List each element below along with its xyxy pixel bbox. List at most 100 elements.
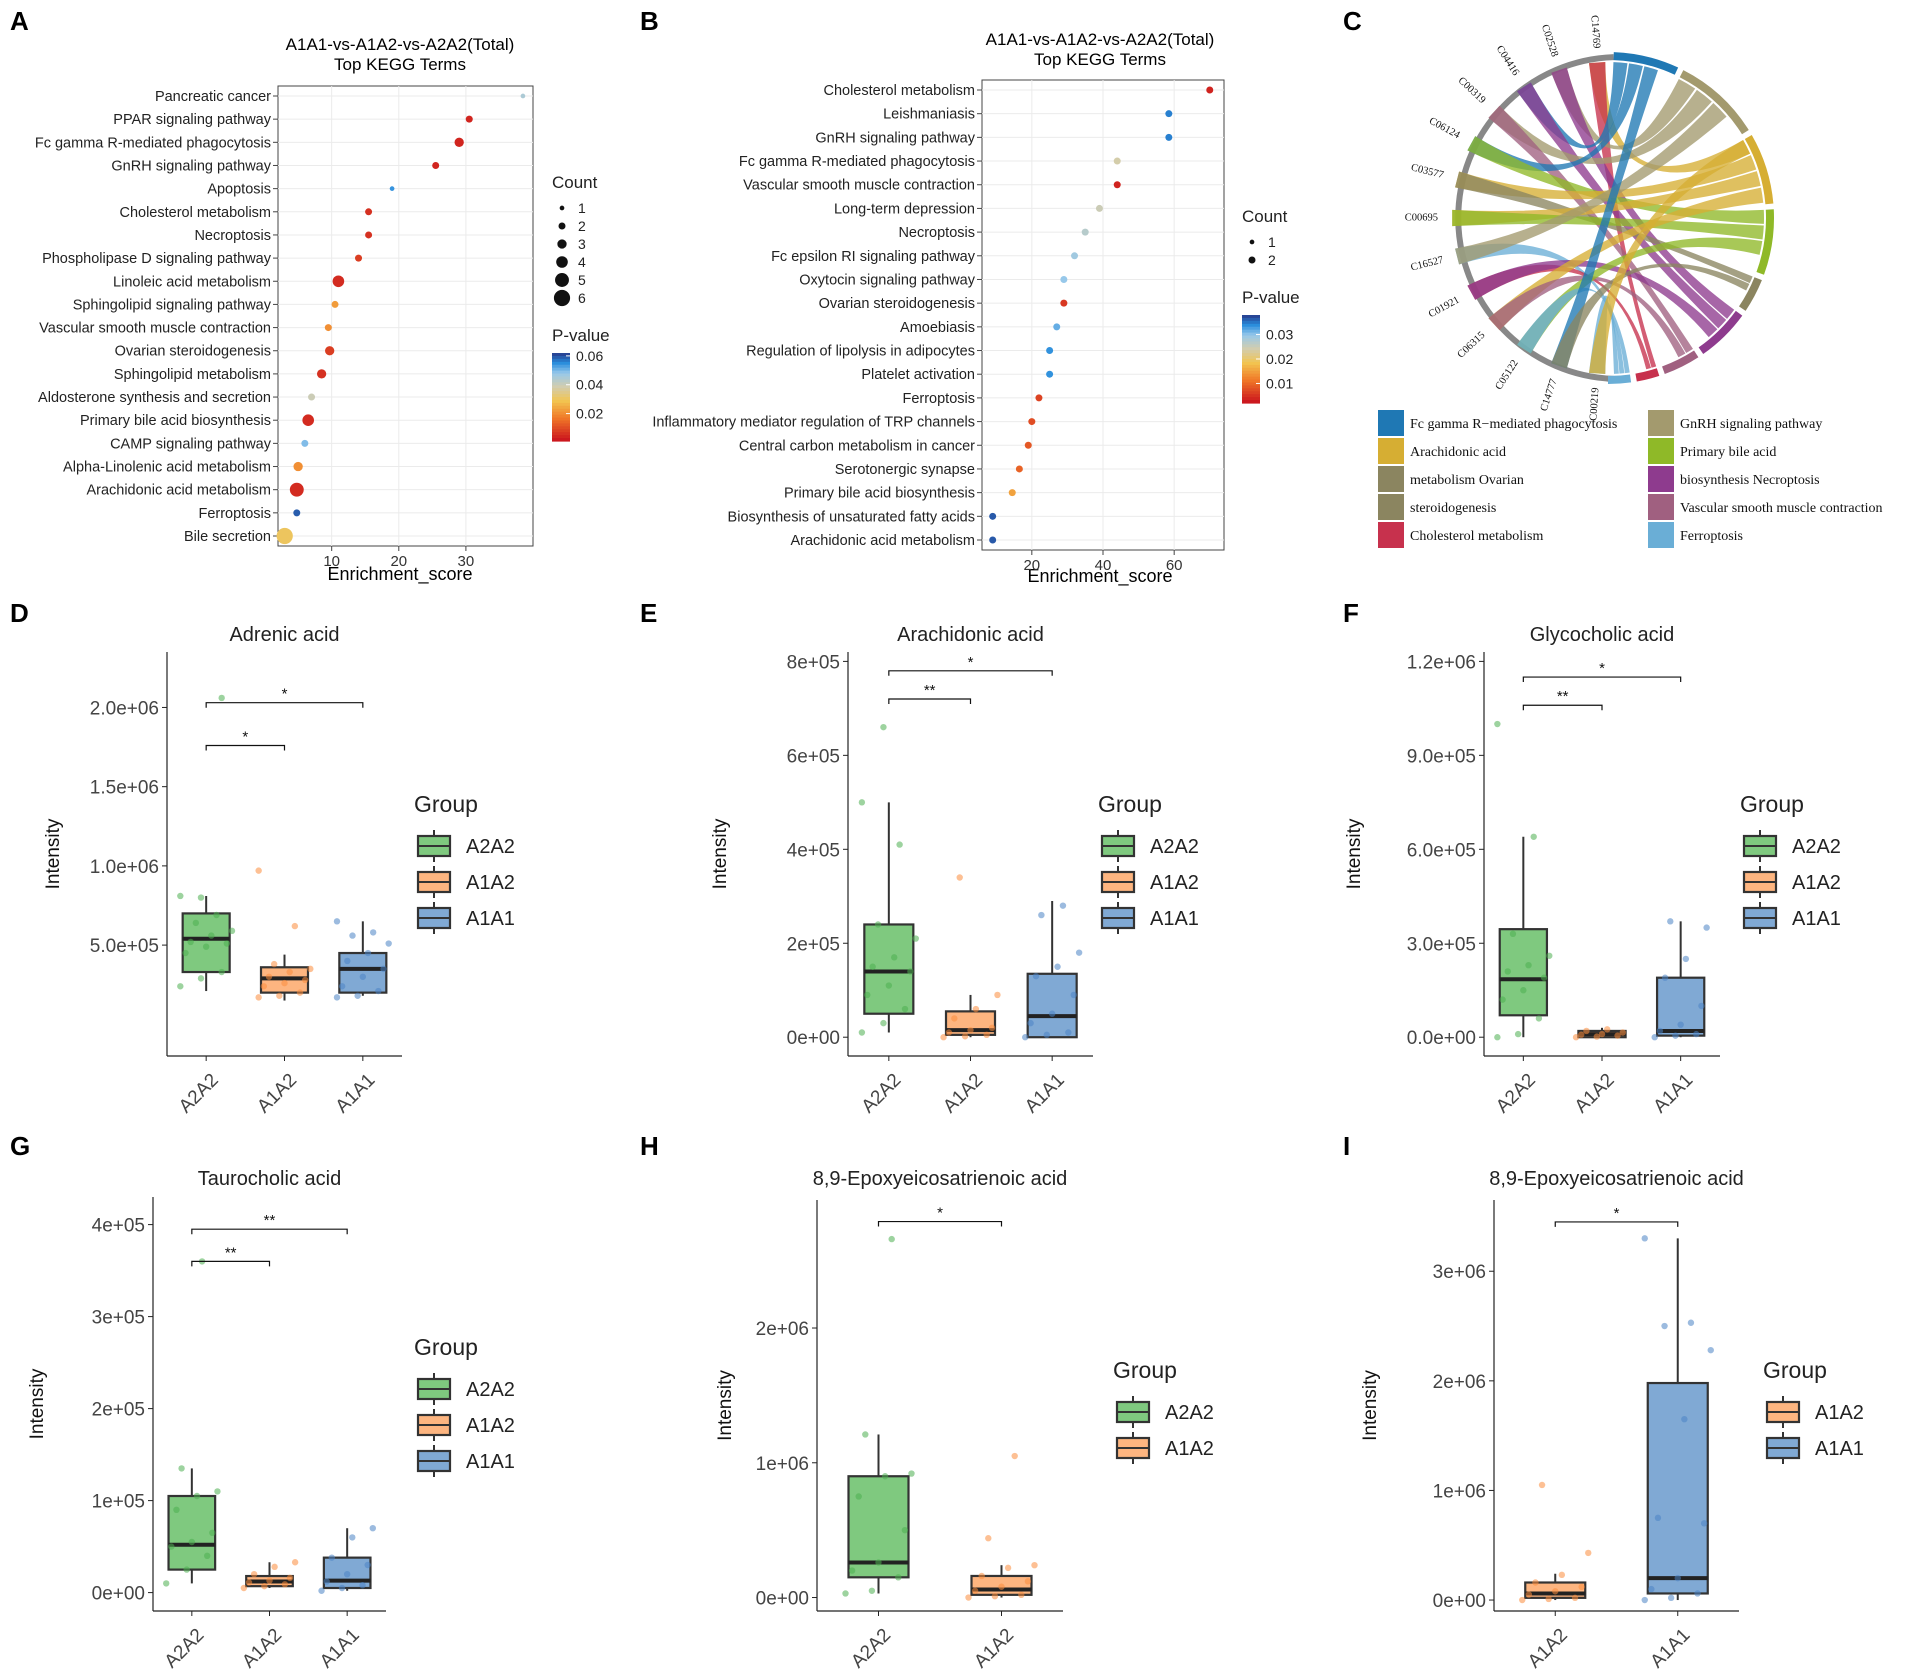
pvalue-colorbar-segment	[1242, 329, 1260, 334]
panel-letter-I: I	[1343, 1131, 1350, 1161]
data-point-a2a2	[187, 938, 194, 946]
term-point-fc-gamma-r-mediated-phagocytosis	[454, 137, 464, 147]
data-point-a1a2	[1619, 1029, 1626, 1036]
panelE-title: Arachidonic acid	[897, 624, 1044, 646]
chord-ribbon	[1488, 275, 1686, 358]
x-tick-label-a1a2: A1A2	[970, 1625, 1018, 1671]
count-legend-dot-2	[558, 222, 566, 230]
term-label-pancreatic-cancer: Pancreatic cancer	[155, 89, 271, 105]
significance-bracket	[877, 1220, 1003, 1227]
chord-ribbon	[1467, 136, 1764, 224]
box-a1a1	[338, 951, 388, 994]
panelF-title: Glycocholic acid	[1530, 624, 1675, 646]
data-point-a1a2	[972, 1005, 980, 1013]
legend-swatch-metabolism-ovarian	[1378, 466, 1404, 492]
data-point-a1a1	[1698, 1002, 1705, 1010]
data-point-a1a2	[1552, 1588, 1559, 1595]
chord-ribbon	[1455, 102, 1727, 265]
significance-bracket	[888, 670, 1053, 676]
data-point-a2a2	[214, 1488, 221, 1495]
data-point-a1a1	[385, 940, 392, 947]
data-point-a1a2	[286, 968, 293, 976]
data-point-a2a2	[1514, 1030, 1522, 1038]
pvalue-colorbar-segment	[1242, 373, 1260, 378]
pathway-sector	[1698, 310, 1743, 354]
term-point-gnrh-signaling-pathway	[432, 161, 440, 169]
term-point-necroptosis	[365, 231, 373, 239]
pvalue-colorbar-segment	[552, 361, 570, 366]
y-tick-label: 4e+05	[92, 1216, 145, 1237]
pvalue-colorbar-segment	[552, 417, 570, 422]
data-point-a2a2	[197, 975, 205, 982]
data-point-a1a1	[375, 987, 382, 995]
data-point-a2a2	[868, 1587, 876, 1594]
chord-ribbon	[1551, 66, 1658, 369]
data-point-a1a2	[301, 976, 309, 984]
term-label-primary-bile-acid-biosynthesis: Primary bile acid biosynthesis	[784, 486, 975, 502]
data-point-a1a1	[1681, 1416, 1688, 1423]
y-tick-label: 6.0e+05	[1407, 840, 1476, 861]
pvalue-colorbar-segment	[552, 391, 570, 395]
data-point-a1a2	[260, 983, 268, 990]
significance-label: *	[242, 728, 248, 745]
legend-swatch-cholesterol-metabolism	[1378, 522, 1404, 548]
data-point-a1a1	[1693, 1030, 1700, 1038]
term-label-apoptosis: Apoptosis	[207, 182, 271, 198]
chord-ribbon	[1588, 140, 1751, 374]
term-point-vascular-smooth-muscle-contraction	[324, 324, 332, 332]
data-point-a1a2	[1519, 1596, 1526, 1604]
legend-label-a1a2: A1A2	[1165, 1438, 1214, 1460]
data-point-a1a2	[961, 1033, 969, 1040]
y-axis-label: Intensity	[710, 818, 731, 889]
y-tick-label: 2.0e+06	[90, 698, 159, 719]
data-point-a1a2	[1545, 1595, 1552, 1603]
term-label-cholesterol-metabolism: Cholesterol metabolism	[119, 205, 271, 221]
data-point-a2a2	[228, 927, 236, 935]
significance-bracket	[205, 702, 364, 708]
legend-label-a1a2: A1A2	[1815, 1402, 1864, 1424]
term-point-pancreatic-cancer	[520, 93, 526, 99]
pvalue-colorbar-segment	[552, 408, 570, 413]
data-point-a1a1	[1075, 949, 1083, 956]
x-tick-label-a1a2: A1A2	[1524, 1625, 1572, 1671]
data-point-a1a2	[270, 960, 278, 968]
legend-label-vascular-smooth-muscle-contraction: Vascular smooth muscle contraction	[1680, 501, 1883, 516]
data-point-a2a2	[177, 983, 184, 990]
term-point-primary-bile-acid-biosynthesis	[1008, 489, 1016, 497]
pathway-sector	[1661, 350, 1699, 374]
count-legend-label-6: 6	[578, 290, 586, 306]
data-point-a1a2	[1031, 1561, 1038, 1569]
data-point-a2a2	[1504, 968, 1511, 975]
panel-letter-B: B	[640, 6, 659, 36]
count-legend-title: Count	[552, 173, 598, 192]
term-label-ovarian-steroidogenesis: Ovarian steroidogenesis	[115, 344, 271, 360]
y-tick-label: 2e+05	[787, 934, 840, 955]
x-tick-label-a2a2: A2A2	[1492, 1070, 1540, 1118]
significance-label: *	[282, 686, 288, 703]
pathway-sector	[1744, 135, 1774, 205]
data-point-a1a2	[286, 1574, 294, 1582]
term-point-primary-bile-acid-biosynthesis	[302, 414, 314, 427]
data-point-a1a2	[994, 991, 1001, 999]
data-point-a1a2	[1598, 1030, 1606, 1038]
term-point-apoptosis	[389, 186, 395, 191]
y-axis-label: Intensity	[1360, 1370, 1381, 1441]
x-tick-label: 40	[1095, 557, 1112, 574]
data-point-a2a2	[901, 1526, 909, 1534]
compound-label-c14769: C14769	[1588, 15, 1601, 49]
x-tick-label-a2a2: A2A2	[847, 1625, 895, 1671]
data-point-a1a1	[1651, 1034, 1658, 1041]
data-point-a1a2	[967, 1026, 974, 1034]
group-legend-title: Group	[1098, 791, 1162, 817]
panel-b-subtitle: Top KEGG Terms	[1034, 50, 1166, 69]
legend-label-a1a1: A1A1	[466, 908, 515, 930]
data-point-a2a2	[188, 1538, 196, 1546]
significance-label: **	[1557, 688, 1569, 705]
term-label-ferroptosis: Ferroptosis	[902, 391, 975, 407]
data-point-a1a1	[369, 1525, 376, 1532]
data-point-a2a2	[1540, 974, 1548, 981]
compound-label-c14777: C14777	[1539, 378, 1560, 413]
legend-label-a1a1: A1A1	[1815, 1438, 1864, 1460]
y-tick-label: 0e+00	[92, 1584, 145, 1605]
term-point-ferroptosis	[293, 509, 301, 517]
